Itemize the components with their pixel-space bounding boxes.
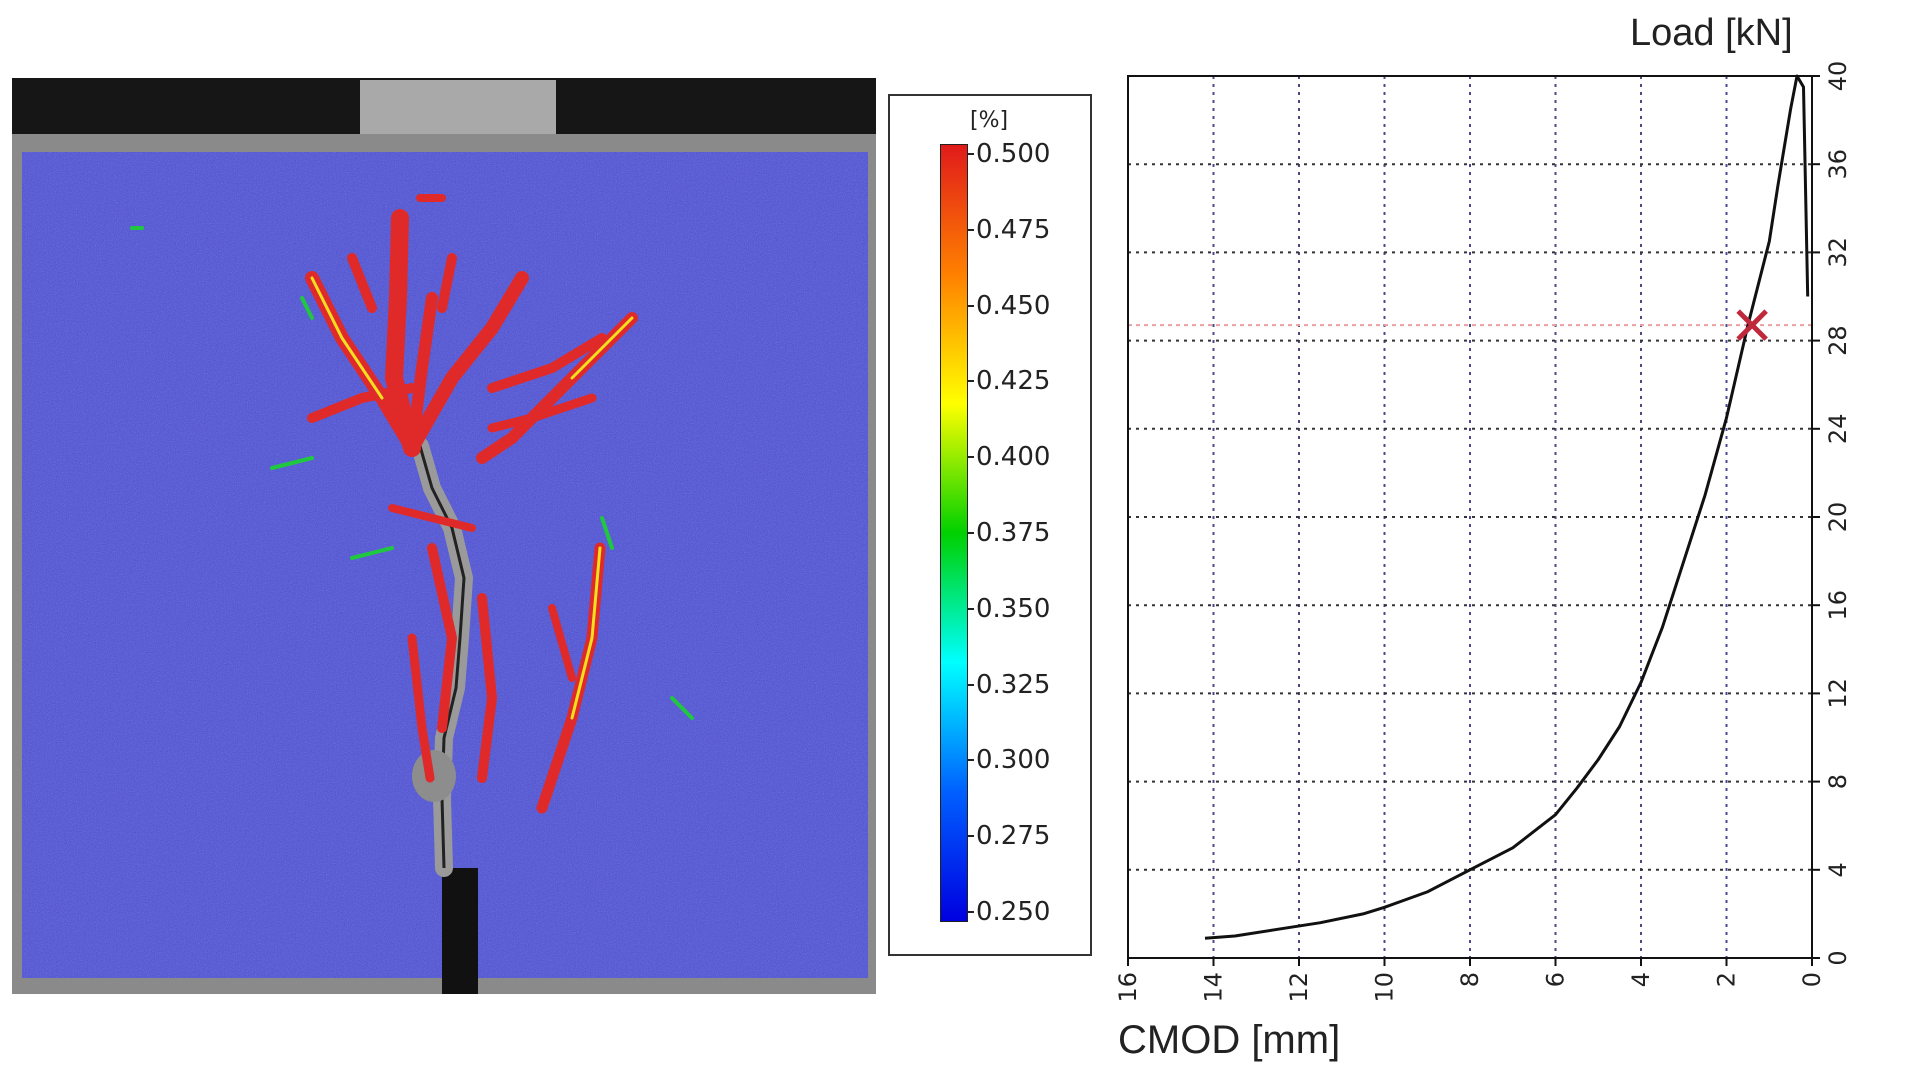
y-tick-label: 4 bbox=[1824, 862, 1852, 877]
y-tick-label: 16 bbox=[1824, 590, 1852, 621]
x-tick-label: 8 bbox=[1456, 972, 1484, 987]
x-tick-label: 4 bbox=[1627, 972, 1655, 987]
strain-field-image bbox=[12, 78, 876, 994]
y-tick-label: 32 bbox=[1824, 237, 1852, 268]
colorbar-label: 0.275 bbox=[976, 821, 1051, 852]
y-tick-label: 0 bbox=[1824, 950, 1852, 965]
colorbar-tick bbox=[968, 607, 974, 610]
x-tick-label: 2 bbox=[1713, 972, 1741, 987]
colorbar-unit: [%] bbox=[970, 108, 1009, 133]
colorbar-tick bbox=[968, 835, 974, 838]
colorbar-tick bbox=[968, 228, 974, 231]
colorbar-gradient bbox=[940, 144, 968, 922]
colorbar-tick bbox=[968, 911, 974, 913]
colorbar-label: 0.325 bbox=[976, 669, 1051, 700]
y-tick-label: 24 bbox=[1824, 414, 1852, 445]
x-tick-label: 12 bbox=[1285, 972, 1313, 1003]
colorbar-label: 0.350 bbox=[976, 593, 1051, 624]
colorbar-tick bbox=[968, 532, 974, 534]
y-tick-label: 8 bbox=[1824, 774, 1852, 789]
colorbar-label: 0.500 bbox=[976, 139, 1051, 169]
colorbar-label: 0.450 bbox=[976, 290, 1051, 321]
x-tick-label: 6 bbox=[1542, 972, 1570, 987]
colorbar-label: 0.250 bbox=[976, 897, 1051, 927]
y-tick-label: 28 bbox=[1824, 325, 1852, 356]
colorbar-label: 0.425 bbox=[976, 366, 1051, 397]
specimen-strain-map bbox=[12, 78, 876, 994]
colorbar-label: 0.375 bbox=[976, 518, 1051, 548]
colorbar-label: 0.475 bbox=[976, 214, 1051, 245]
colorbar-tick bbox=[968, 759, 974, 762]
y-axis-title: Load [kN] bbox=[1630, 12, 1793, 54]
colorbar-tick bbox=[968, 683, 974, 686]
x-tick-label: 10 bbox=[1371, 972, 1399, 1003]
y-tick-label: 36 bbox=[1824, 149, 1852, 180]
x-axis-title: CMOD [mm] bbox=[1118, 1018, 1341, 1062]
colorbar-tick bbox=[968, 153, 974, 155]
colorbar-tick bbox=[968, 304, 974, 307]
y-tick-label: 40 bbox=[1824, 61, 1852, 92]
x-tick-label: 0 bbox=[1798, 972, 1826, 987]
x-tick-label: 16 bbox=[1114, 972, 1142, 1003]
y-tick-label: 20 bbox=[1824, 502, 1852, 533]
marker-x-stroke bbox=[1736, 309, 1768, 341]
colorbar-label: 0.300 bbox=[976, 745, 1051, 776]
x-tick-label: 14 bbox=[1200, 972, 1228, 1003]
colorbar-label: 0.400 bbox=[976, 442, 1051, 473]
colorbar-tick bbox=[968, 456, 974, 459]
colorbar-tick bbox=[968, 380, 974, 383]
series-line bbox=[1204, 74, 1810, 940]
colorbar-legend: [%] 0.500 0.475 0.450 0.425 0.400 0.375 0.350 0… bbox=[888, 94, 1092, 956]
y-tick-label: 12 bbox=[1824, 678, 1852, 709]
